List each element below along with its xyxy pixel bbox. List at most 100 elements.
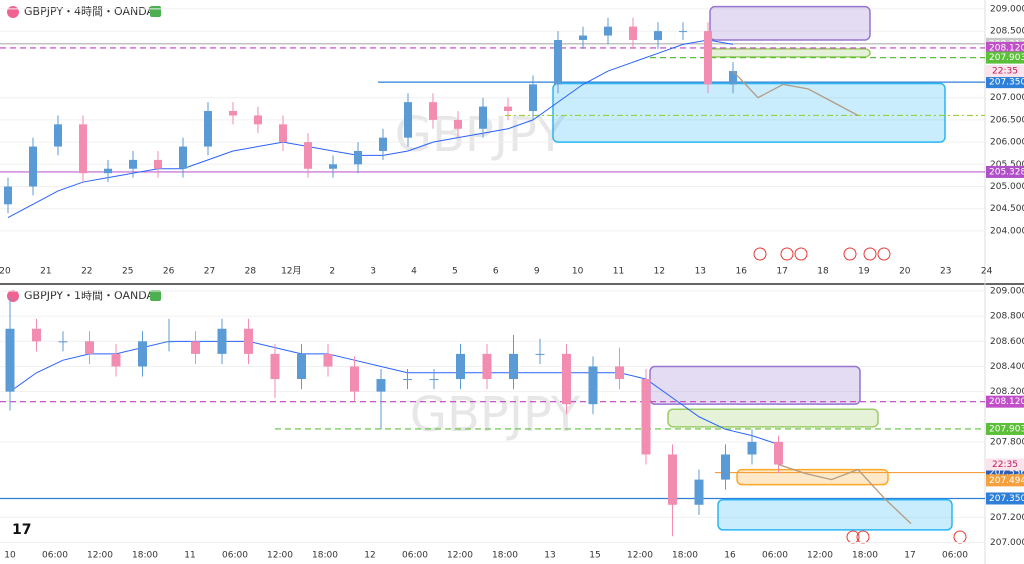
y-tick-label: 204.500: [990, 204, 1024, 214]
x-tick-label: 4: [411, 267, 417, 277]
x-tick-label: 24: [981, 267, 993, 277]
candle-body: [668, 454, 677, 505]
status-icon: [150, 6, 161, 17]
countdown-badge: [986, 458, 1024, 471]
x-tick-label: 19: [858, 267, 870, 277]
candle-body: [429, 102, 437, 120]
candle-body: [354, 150, 362, 165]
zone: [709, 5, 871, 41]
y-tick-label: 205.000: [990, 182, 1024, 192]
candle-body: [479, 106, 487, 129]
candle-body: [588, 366, 598, 405]
chart-title: GBPJPY・1時間・OANDA: [24, 289, 155, 302]
candle-body: [641, 379, 651, 455]
candle-body: [179, 146, 187, 169]
symbol-icon[interactable]: [7, 290, 19, 302]
y-tick-label: 209.000: [990, 4, 1024, 14]
candle-body: [615, 366, 624, 380]
price-badge-label: 207.494: [989, 476, 1024, 486]
y-tick-label: 208.600: [990, 337, 1024, 347]
x-tick-label: 06:00: [942, 551, 968, 561]
x-tick-label: 25: [122, 267, 133, 277]
status-icon: [150, 290, 161, 301]
x-tick-label: 10: [4, 551, 16, 561]
candle-body: [164, 341, 174, 343]
candle-body: [429, 379, 439, 381]
x-tick-label: 18:00: [312, 551, 338, 561]
candle-body: [404, 102, 412, 138]
x-tick-label: 15: [589, 551, 600, 561]
x-tick-label: 12: [364, 551, 375, 561]
forecast-line: [732, 70, 859, 117]
y-tick-label: 208.200: [990, 387, 1024, 397]
candle-body: [79, 124, 87, 174]
candle-body: [297, 353, 306, 380]
price-badge: [986, 165, 1024, 178]
zone: [552, 82, 946, 143]
forecast-line: [778, 463, 912, 525]
candle-body: [694, 479, 704, 505]
x-tick-label: 13: [695, 267, 706, 277]
x-tick-label: 17: [776, 267, 787, 277]
event-markers[interactable]: [753, 247, 967, 544]
price-badge: [986, 51, 1024, 64]
zone: [649, 365, 861, 405]
watermark: GBPJPY: [410, 387, 581, 443]
price-badge: [986, 492, 1024, 505]
moving-average: [7, 39, 734, 219]
x-tick-label: 06:00: [222, 551, 248, 561]
x-tick-label: 06:00: [402, 551, 428, 561]
candle-body: [535, 353, 545, 355]
candle-body: [629, 26, 637, 40]
candle-body: [154, 159, 162, 169]
price-badge: [986, 395, 1024, 408]
x-tick-label: 23: [940, 267, 951, 277]
candle-body: [111, 353, 121, 367]
chart-title: GBPJPY・4時間・OANDA: [24, 5, 155, 18]
x-tick-label: 16: [735, 267, 747, 277]
x-tick-label: 12: [654, 267, 665, 277]
price-badge-label: 205.328: [989, 167, 1024, 177]
candle-body: [323, 353, 333, 367]
price-badge-label: 207.350: [989, 78, 1024, 88]
candle-body: [104, 168, 112, 174]
candle-body: [456, 353, 465, 380]
candle-body: [403, 379, 412, 381]
x-tick-label: 3: [370, 267, 376, 277]
candle-body: [482, 353, 492, 380]
x-tick-label: 6: [493, 267, 499, 277]
candle-body: [704, 31, 712, 85]
candle-body: [774, 441, 783, 465]
candle-body: [270, 353, 280, 380]
x-tick-label: 18:00: [672, 551, 698, 561]
candle-body: [529, 84, 537, 112]
x-tick-label: 16: [724, 551, 736, 561]
y-tick-label: 204.000: [990, 226, 1024, 236]
y-tick-label: 207.000: [990, 538, 1024, 548]
price-badge: [986, 474, 1024, 487]
candle-body: [32, 328, 41, 342]
candle-body: [29, 146, 37, 187]
candle-body: [54, 124, 62, 147]
y-tick-label: 207.200: [990, 513, 1024, 523]
y-tick-label: 207.000: [990, 93, 1024, 103]
candle-body: [304, 142, 312, 169]
candle-body: [4, 186, 12, 205]
symbol-icon[interactable]: [7, 6, 19, 18]
x-tick-label: 5: [452, 267, 458, 277]
candle-body: [350, 366, 359, 392]
price-badge: [986, 422, 1024, 435]
x-tick-label: 11: [184, 551, 195, 561]
x-tick-label: 06:00: [42, 551, 68, 561]
candle-body: [509, 353, 518, 380]
price-badge-label: 207.350: [989, 494, 1024, 504]
x-tick-label: 12:00: [627, 551, 653, 561]
y-tick-label: 207.800: [990, 437, 1024, 447]
y-tick-label: 208.400: [990, 362, 1024, 372]
price-badge-label: 207.903: [989, 53, 1024, 63]
y-tick-label: 206.500: [990, 115, 1024, 125]
candle-body: [729, 71, 737, 85]
x-tick-label: 13: [544, 551, 555, 561]
x-tick-label: 17: [904, 551, 915, 561]
